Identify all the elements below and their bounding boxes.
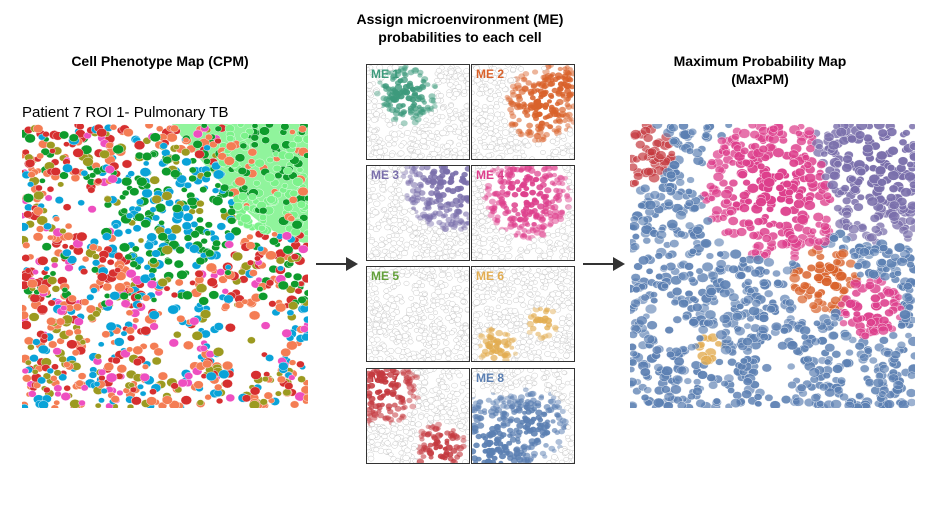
me-tile-label: ME 7 (371, 371, 400, 385)
me-tile-1: ME 1 (366, 64, 470, 160)
me-tile-map (367, 166, 469, 260)
me-tile-map (367, 267, 469, 361)
me-tile-map (472, 369, 574, 463)
me-tile-label: ME 1 (371, 67, 400, 81)
arrow-right-icon (316, 257, 358, 271)
assign-title-line2: probabilities to each cell (378, 29, 542, 45)
me-tile-map (472, 267, 574, 361)
assign-title: Assign microenvironment (ME) probabiliti… (320, 10, 600, 46)
me-tile-label: ME 8 (476, 371, 505, 385)
me-tile-8: ME 8 (471, 368, 575, 464)
me-tile-label: ME 3 (371, 168, 400, 182)
me-tile-5: ME 5 (366, 266, 470, 362)
arrow-right-icon (583, 257, 625, 271)
me-tile-label: ME 2 (476, 67, 505, 81)
assign-title-line1: Assign microenvironment (ME) (356, 11, 564, 27)
maxpm-title-line1: Maximum Probability Map (673, 53, 847, 69)
cpm-subtitle: Patient 7 ROI 1- Pulmonary TB (22, 104, 229, 121)
me-tile-map (472, 65, 574, 159)
me-tile-map (367, 369, 469, 463)
cpm-title: Cell Phenotype Map (CPM) (71, 53, 249, 69)
maxpm-map (630, 124, 915, 408)
me-tile-7: ME 7 (366, 368, 470, 464)
me-tile-3: ME 3 (366, 165, 470, 261)
maxpm-map-image (630, 124, 915, 408)
maxpm-title: Maximum Probability Map (MaxPM) (650, 52, 870, 88)
cpm-map-image (22, 124, 308, 408)
me-tile-label: ME 6 (476, 269, 505, 283)
maxpm-title-line2: (MaxPM) (731, 71, 789, 87)
me-tile-6: ME 6 (471, 266, 575, 362)
me-tile-2: ME 2 (471, 64, 575, 160)
me-tile-label: ME 5 (371, 269, 400, 283)
me-tile-4: ME 4 (471, 165, 575, 261)
me-tile-map (472, 166, 574, 260)
me-tile-label: ME 4 (476, 168, 505, 182)
me-tile-map (367, 65, 469, 159)
cpm-map (22, 124, 308, 408)
